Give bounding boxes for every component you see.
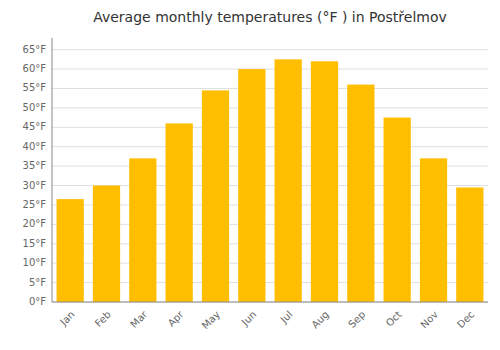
x-tick-label: Jan [57,309,76,328]
bar [129,158,156,302]
x-tick-label: Apr [166,308,187,329]
bars [57,59,484,302]
x-axis-line [52,302,488,303]
grid-line [52,88,488,89]
y-tick-label: 55°F [23,82,47,93]
bar [166,123,193,302]
x-tick-label: Oct [384,309,404,329]
y-tick-label: 10°F [23,257,47,268]
y-tick-label: 35°F [23,160,47,171]
y-ticks: 0°F 5°F 10°F 15°F 20°F 25°F 30°F 35°F 40°F 45°F 50… [23,44,47,307]
y-tick-label: 65°F [23,44,47,55]
bar [93,186,120,302]
grid-line [52,107,488,108]
chart: 0°F 5°F 10°F 15°F 20°F 25°F 30°F 35°F 40°F 45°F 50… [0,0,500,350]
y-tick-label: 0°F [29,296,46,307]
x-tick-label: Feb [93,309,113,329]
bar [384,118,411,302]
y-tick-label: 5°F [29,277,46,288]
grid-line [52,69,488,70]
x-ticks: Jan Feb Mar Apr May Jun Jul Aug Sep Oct Nov Dec [57,308,476,331]
y-tick-label: 45°F [23,121,47,132]
x-tick-label: Jun [239,309,259,329]
x-tick-label: Aug [309,309,331,331]
bar [420,158,447,302]
y-tick-label: 30°F [23,180,47,191]
bar [57,199,84,302]
x-tick-label: Sep [346,309,367,330]
bar [456,187,483,302]
y-tick-label: 50°F [23,102,47,113]
y-tick-label: 20°F [23,218,47,229]
y-axis-line [52,38,53,302]
y-tick-label: 40°F [23,141,47,152]
x-tick-label: May [200,309,222,331]
grid [52,50,488,302]
y-tick-label: 25°F [23,199,47,210]
chart-container: 0°F 5°F 10°F 15°F 20°F 25°F 30°F 35°F 40°F 45°F 50… [0,0,500,350]
grid-line [52,302,488,303]
bar [202,90,229,302]
x-tick-label: Jul [278,309,295,326]
bar [347,85,374,302]
bar [275,59,302,302]
y-tick-label: 60°F [23,63,47,74]
bar [238,69,265,302]
grid-line [52,127,488,128]
y-tick-label: 15°F [23,238,47,249]
x-tick-label: Mar [128,308,150,330]
grid-line [52,49,488,50]
x-tick-label: Dec [455,309,476,330]
bar [311,61,338,302]
title: Average monthly temperatures (°F ) in Po… [93,9,447,25]
x-tick-label: Nov [418,309,440,331]
grid-line [52,146,488,147]
